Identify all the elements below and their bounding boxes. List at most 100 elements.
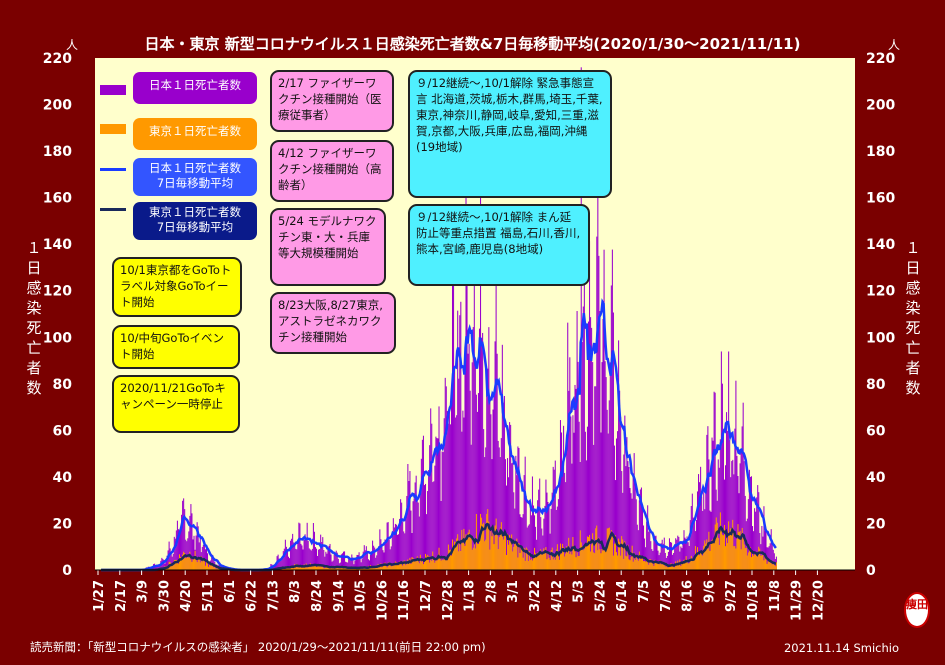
japan-bar xyxy=(478,328,481,570)
japan-bar xyxy=(765,529,767,570)
tokyo-bar xyxy=(215,568,217,570)
japan-bar xyxy=(275,562,277,570)
japan-bar xyxy=(721,383,723,570)
japan-bar xyxy=(458,378,460,570)
japan-bar xyxy=(605,377,607,570)
tokyo-bar xyxy=(572,536,574,570)
japan-bar xyxy=(476,411,478,570)
tokyo-bar xyxy=(766,563,768,570)
tokyo-bar xyxy=(480,513,482,570)
japan-bar xyxy=(660,543,662,570)
tokyo-bar xyxy=(715,517,717,570)
japan-bar xyxy=(546,492,548,570)
japan-bar xyxy=(285,546,287,570)
japan-bar xyxy=(573,432,575,570)
tokyo-bar xyxy=(535,553,537,570)
tokyo-bar xyxy=(500,522,502,570)
japan-bar xyxy=(487,368,489,570)
japan-bar xyxy=(294,544,296,570)
tokyo-bar xyxy=(302,566,304,570)
tokyo-bar xyxy=(337,568,339,570)
japan-bar xyxy=(482,332,484,570)
tokyo-bar xyxy=(565,553,567,570)
tokyo-bar xyxy=(757,556,759,570)
japan-bar xyxy=(388,539,390,570)
tokyo-bar xyxy=(178,554,181,570)
tokyo-bar xyxy=(563,547,565,570)
x-tick-label: 9/14 xyxy=(332,580,347,612)
japan-bar xyxy=(319,549,321,570)
japan-bar xyxy=(681,548,683,570)
tokyo-bar xyxy=(453,546,455,570)
japan-bar xyxy=(400,499,402,570)
japan-bar xyxy=(350,557,352,570)
tokyo-bar xyxy=(619,541,621,570)
japan-bar xyxy=(669,542,672,570)
tokyo-bar xyxy=(311,564,313,570)
japan-bar xyxy=(705,483,707,570)
japan-bar xyxy=(492,409,494,570)
japan-bar xyxy=(689,520,691,570)
tokyo-bar xyxy=(400,562,402,570)
japan-bar xyxy=(455,417,457,570)
tokyo-bar xyxy=(631,545,633,570)
tokyo-bar xyxy=(353,567,355,570)
tokyo-bar xyxy=(567,551,569,570)
japan-bar xyxy=(351,554,353,570)
tokyo-bar xyxy=(719,512,721,570)
japan-bar xyxy=(756,497,758,570)
tokyo-bar xyxy=(498,537,500,570)
tokyo-bar xyxy=(549,560,551,570)
japan-bar xyxy=(552,466,554,570)
x-tick-label: 5/11 xyxy=(201,580,216,612)
tokyo-bar xyxy=(703,545,705,570)
tokyo-bar xyxy=(607,528,609,570)
tokyo-bar xyxy=(207,562,209,570)
tokyo-bar xyxy=(203,559,205,570)
tokyo-bar xyxy=(197,559,199,570)
tokyo-bar xyxy=(662,564,664,570)
tokyo-bar xyxy=(648,564,650,570)
japan-bar xyxy=(596,236,598,570)
tokyo-bar xyxy=(684,560,686,570)
note-moderna: 5/24 モデルナワクチン東・大・兵庫等大規模種開始 xyxy=(270,208,386,286)
tokyo-bar xyxy=(695,553,697,570)
tokyo-bar xyxy=(613,543,615,570)
tokyo-bar xyxy=(403,560,405,570)
tokyo-bar xyxy=(211,564,213,570)
tokyo-bar xyxy=(752,552,754,570)
tokyo-bar xyxy=(760,555,762,570)
tokyo-bar xyxy=(731,528,733,570)
japan-bar xyxy=(688,545,690,570)
tokyo-bar xyxy=(616,552,618,570)
legend-tokyo-line-label-1: 東京１日死亡者数 xyxy=(149,205,241,219)
note-semi-emergency: ９/12継続～,10/1解除 まん延防止等重点措置 福島,石川,香川,熊本,宮崎… xyxy=(408,204,590,286)
japan-bar xyxy=(570,416,572,570)
japan-bar xyxy=(632,475,634,570)
note-pfizer-elderly: 4/12 ファイザーワクチン接種開始（高齢者） xyxy=(270,140,394,202)
japan-bar xyxy=(323,549,325,570)
tokyo-bar xyxy=(527,561,529,570)
tokyo-bar xyxy=(610,530,612,570)
japan-bar xyxy=(553,469,555,570)
y-tick-left: 220 xyxy=(43,51,72,67)
tokyo-bar xyxy=(596,525,598,570)
tokyo-bar xyxy=(650,559,652,570)
tokyo-bar xyxy=(633,552,635,570)
tokyo-bar xyxy=(557,552,559,570)
japan-bar xyxy=(465,191,467,570)
note-gototravel: 10/1東京都をGoToトラベル対象GoToイート開始 xyxy=(112,257,242,317)
japan-bar xyxy=(373,545,375,570)
japan-bar xyxy=(563,425,565,570)
tokyo-bar xyxy=(584,543,586,570)
tokyo-bar xyxy=(755,554,757,570)
japan-bar xyxy=(768,546,770,570)
tokyo-bar xyxy=(597,550,599,570)
tokyo-bar xyxy=(495,518,497,570)
japan-bar xyxy=(528,524,530,570)
japan-bar xyxy=(702,510,704,570)
japan-bar xyxy=(498,447,500,570)
japan-bar xyxy=(175,530,177,570)
tokyo-bar xyxy=(212,564,214,570)
japan-bar xyxy=(348,558,350,570)
